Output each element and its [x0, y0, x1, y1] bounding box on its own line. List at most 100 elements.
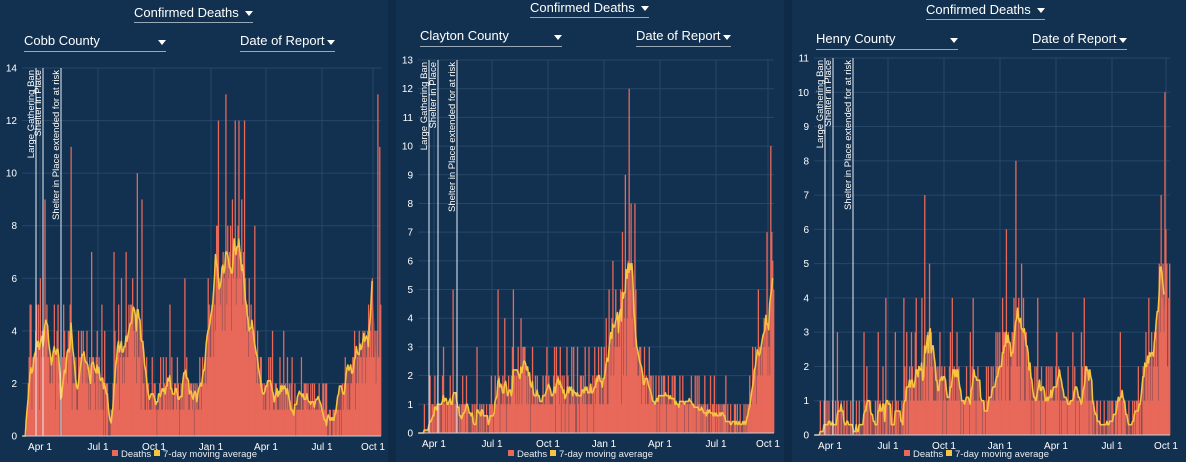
- legend-swatch-deaths: [508, 450, 514, 456]
- legend-label-average: 7-day moving average: [163, 449, 257, 460]
- deaths-bar: [113, 252, 115, 436]
- deaths-bar: [773, 289, 775, 433]
- y-tick-label: 4: [407, 314, 413, 325]
- deaths-bar: [91, 252, 93, 436]
- county-select[interactable]: Cobb County: [24, 33, 166, 52]
- deaths-bar: [462, 375, 464, 433]
- deaths-bar: [1128, 400, 1130, 435]
- deaths-bar: [291, 357, 293, 436]
- deaths-bar: [924, 195, 926, 435]
- legend-swatch-average: [946, 450, 952, 456]
- metric-select-label: Confirmed Deaths: [134, 5, 239, 20]
- deaths-bar: [729, 404, 732, 433]
- y-tick-label: 3: [407, 342, 413, 353]
- moving-average-line: [22, 238, 373, 437]
- metric-select[interactable]: Confirmed Deaths: [134, 5, 253, 23]
- x-tick-label: Jul 1: [311, 442, 333, 453]
- deaths-bar: [882, 366, 884, 435]
- x-axis-select[interactable]: Date of Report: [240, 33, 335, 52]
- x-tick-label: Apr 1: [28, 442, 52, 453]
- deaths-bar: [1111, 400, 1113, 435]
- panel-divider: [388, 0, 396, 462]
- chevron-down-icon: [950, 38, 958, 43]
- y-tick-label: 3: [803, 328, 809, 339]
- chevron-down-icon: [1036, 8, 1045, 13]
- deaths-bar: [504, 318, 506, 433]
- deaths-bar: [725, 375, 727, 433]
- y-tick-label: 5: [407, 285, 413, 296]
- moving-average-area: [418, 263, 774, 433]
- deaths-bar: [704, 375, 706, 433]
- deaths-bar: [1137, 366, 1140, 435]
- deaths-bar: [1169, 263, 1171, 435]
- x-tick-label: Jul 1: [705, 439, 727, 450]
- deaths-bar: [380, 304, 382, 436]
- deaths-bar: [969, 332, 971, 435]
- y-tick-label: 6: [407, 256, 413, 267]
- x-axis-select-label: Date of Report: [636, 28, 721, 43]
- deaths-bar: [101, 304, 103, 436]
- deaths-bar: [1072, 332, 1074, 435]
- x-axis-select[interactable]: Date of Report: [636, 28, 731, 47]
- deaths-bar: [136, 173, 138, 436]
- deaths-bar: [855, 400, 858, 435]
- x-tick-label: Apr 1: [422, 439, 446, 450]
- metric-select-label: Confirmed Deaths: [926, 2, 1031, 17]
- county-select[interactable]: Clayton County: [420, 28, 562, 47]
- legend-label-average: 7-day moving average: [559, 449, 653, 460]
- metric-select[interactable]: Confirmed Deaths: [530, 0, 649, 18]
- deaths-bar: [476, 346, 478, 433]
- y-tick-label: 9: [803, 122, 809, 133]
- panel-divider: [784, 0, 792, 462]
- deaths-bar: [1103, 400, 1105, 435]
- deaths-bar: [709, 375, 712, 433]
- x-tick-label: Jul 1: [1101, 441, 1123, 452]
- deaths-bar: [1166, 263, 1168, 435]
- deaths-bar: [1132, 400, 1134, 435]
- deaths-bar: [1109, 400, 1111, 435]
- x-axis-select-label: Date of Report: [1032, 31, 1117, 46]
- deaths-bar: [696, 375, 698, 433]
- deaths-bar: [1099, 400, 1102, 435]
- deaths-bar: [826, 400, 828, 435]
- y-tick-label: 2: [11, 379, 17, 390]
- chevron-down-icon: [640, 6, 649, 11]
- deaths-bar: [743, 404, 745, 433]
- y-tick-label: 6: [803, 225, 809, 236]
- deaths-bar: [325, 383, 327, 436]
- x-tick-label: Jul 1: [481, 439, 503, 450]
- deaths-bar: [628, 88, 630, 433]
- deaths-bar: [739, 404, 741, 433]
- county-select-label: Cobb County: [24, 33, 100, 48]
- deaths-bar: [576, 346, 579, 433]
- moving-average-line: [418, 262, 774, 434]
- deaths-bar: [283, 330, 285, 436]
- x-tick-label: Apr 1: [818, 441, 842, 452]
- deaths-bar: [836, 332, 839, 435]
- deaths-bar: [858, 400, 860, 435]
- deaths-bar: [985, 366, 988, 435]
- deaths-bar: [184, 278, 186, 436]
- chevron-down-icon: [327, 40, 335, 45]
- chart-panel-cobb: Confirmed Deaths Cobb County Date of Rep…: [0, 0, 386, 462]
- y-tick-label: 7: [407, 228, 413, 239]
- y-tick-label: 7: [803, 191, 809, 202]
- county-select[interactable]: Henry County: [816, 31, 958, 50]
- x-tick-label: Oct 1: [1154, 441, 1178, 452]
- x-tick-label: Jul 1: [87, 442, 109, 453]
- x-tick-label: Oct 1: [142, 442, 166, 453]
- y-tick-label: 10: [6, 169, 18, 180]
- x-tick-label: Jul 1: [877, 441, 899, 452]
- deaths-bar: [819, 400, 821, 435]
- event-line-label: Shelter in Place: [33, 70, 44, 137]
- x-tick-label: Jan 1: [988, 441, 1013, 452]
- metric-select[interactable]: Confirmed Deaths: [926, 2, 1045, 20]
- deaths-bar: [891, 400, 894, 435]
- x-axis-select[interactable]: Date of Report: [1032, 31, 1127, 50]
- x-tick-label: Oct 1: [932, 441, 956, 452]
- deaths-bar: [1037, 297, 1039, 435]
- y-tick-label: 1: [803, 396, 809, 407]
- legend-swatch-average: [154, 450, 160, 456]
- deaths-bar: [1168, 297, 1170, 435]
- chevron-down-icon: [244, 11, 253, 16]
